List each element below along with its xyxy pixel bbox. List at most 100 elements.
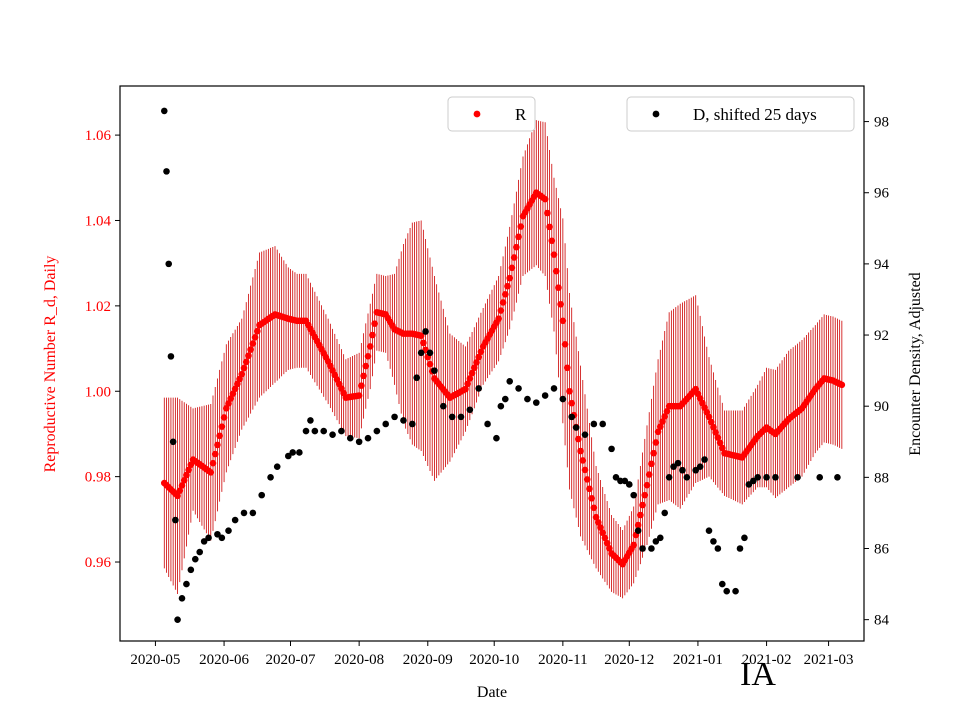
d-point: [457, 413, 465, 421]
d-point: [550, 385, 558, 392]
d-point: [710, 538, 717, 545]
r-point: [707, 418, 715, 426]
d-point: [541, 392, 549, 399]
legend-d: D, shifted 25 days: [626, 96, 855, 132]
r-point: [592, 513, 600, 521]
r-point: [659, 418, 666, 425]
d-point: [320, 427, 328, 435]
r-point: [838, 381, 846, 389]
r-point: [557, 300, 564, 308]
d-point: [163, 168, 170, 175]
d-point: [834, 474, 841, 481]
d-point: [568, 413, 576, 421]
r-point: [513, 243, 520, 251]
y-axis-right-label: Encounter Density, Adjusted: [907, 272, 924, 455]
y-left-tick-label: 1.02: [85, 299, 111, 315]
r-point: [238, 370, 246, 378]
x-tick-label: 2020-06: [199, 652, 249, 668]
r-point: [716, 439, 724, 447]
d-point: [493, 434, 500, 442]
y-left-tick-label: 0.96: [85, 555, 112, 571]
d-point: [169, 438, 177, 446]
r-point: [183, 471, 190, 479]
r-point: [211, 450, 219, 458]
y-left-tick-label: 1.00: [85, 384, 111, 400]
r-point: [550, 251, 558, 258]
d-point: [665, 474, 673, 481]
r-point: [216, 432, 223, 440]
d-point: [284, 452, 292, 460]
r-point: [548, 237, 556, 245]
d-point: [165, 260, 173, 268]
d-point: [200, 538, 208, 545]
r-point: [176, 487, 184, 494]
r-point: [220, 414, 228, 421]
r-point: [563, 364, 571, 372]
r-point: [641, 491, 649, 499]
x-axis-label: Date: [477, 684, 507, 701]
d-point: [754, 474, 762, 481]
plot-frame: [119, 85, 865, 642]
r-point: [242, 358, 250, 366]
r-point: [468, 369, 476, 377]
d-point: [174, 616, 181, 623]
d-point: [772, 474, 779, 481]
r-point: [214, 441, 221, 449]
r-point: [601, 534, 609, 542]
d-point: [289, 449, 297, 456]
d-point: [714, 545, 722, 552]
d-point: [648, 545, 655, 552]
x-tick-label: 2020-11: [538, 652, 587, 668]
r-point: [174, 492, 181, 500]
y-axis-right: 84 86 88 90 92 94 96 98: [864, 115, 890, 629]
d-point: [670, 463, 677, 470]
d-point: [267, 474, 274, 481]
r-point: [544, 209, 551, 217]
d-point: [732, 587, 739, 595]
d-point: [373, 427, 381, 435]
d-point: [183, 580, 190, 588]
r-point: [541, 195, 549, 203]
d-point: [172, 516, 179, 524]
r-point: [552, 267, 560, 275]
d-point: [413, 374, 421, 382]
r-point: [371, 320, 378, 327]
r-point: [561, 340, 569, 348]
d-point: [214, 530, 221, 538]
d-point: [448, 413, 456, 421]
d-point: [225, 527, 232, 535]
r-point: [652, 439, 660, 446]
r-point: [185, 466, 192, 474]
d-point: [683, 474, 691, 481]
d-point: [630, 491, 638, 499]
r-point: [180, 476, 188, 484]
d-point: [745, 481, 753, 488]
y-axis-left-label: Reproductive Number R_d, Daily: [42, 256, 59, 473]
plot-area: [160, 107, 846, 623]
r-point: [249, 340, 257, 347]
r-point: [656, 423, 664, 430]
d-point: [160, 107, 168, 115]
r-point: [718, 444, 726, 452]
y-right-tick-label: 98: [874, 115, 889, 131]
legend-r-box: [447, 96, 536, 132]
r-point: [360, 372, 367, 380]
d-point: [692, 466, 700, 474]
r-point: [590, 504, 598, 512]
d-point: [696, 463, 704, 470]
d-point: [656, 534, 664, 542]
r-point: [426, 360, 434, 368]
y-right-tick-label: 88: [874, 470, 889, 486]
legend-d-marker: [652, 110, 660, 118]
d-point: [506, 377, 514, 385]
d-point: [705, 527, 713, 535]
r-point: [464, 380, 471, 388]
x-tick-label: 2020-09: [403, 652, 453, 668]
r-point: [364, 352, 372, 360]
d-point: [475, 385, 483, 392]
r-point: [251, 334, 259, 341]
d-point: [307, 417, 314, 424]
r-point: [705, 413, 713, 421]
d-point: [426, 349, 434, 357]
d-point: [612, 474, 620, 481]
